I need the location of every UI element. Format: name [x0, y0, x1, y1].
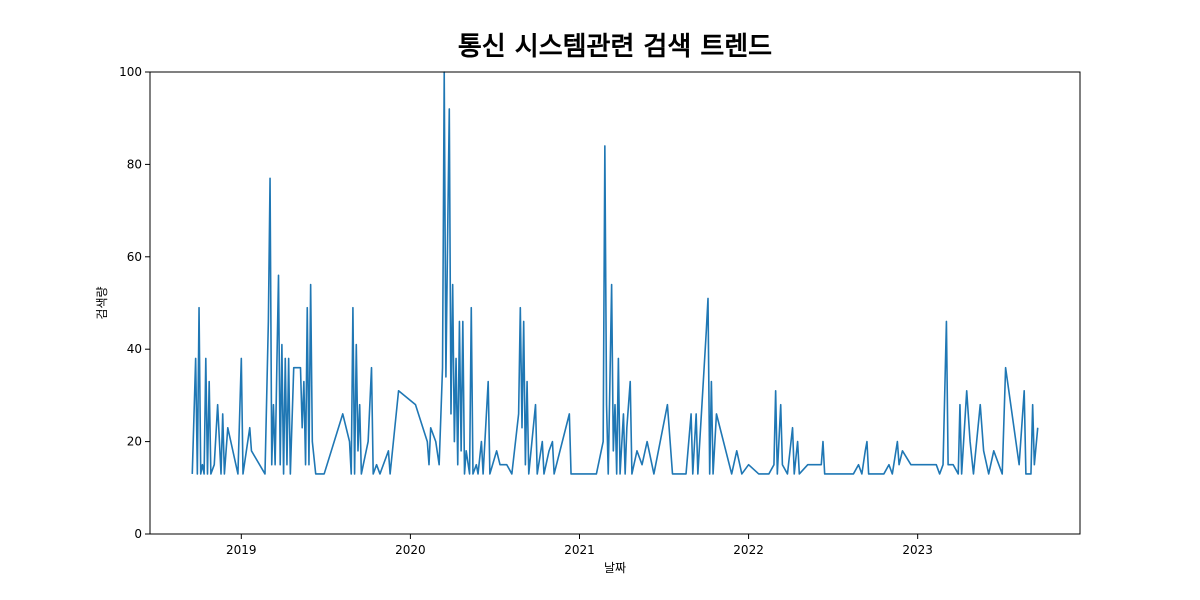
y-tick-label: 80	[127, 157, 142, 171]
data-line	[191, 71, 1039, 475]
x-tick-label: 2022	[733, 543, 764, 557]
x-tick-label: 2019	[226, 543, 257, 557]
x-tick-label: 2021	[564, 543, 595, 557]
y-tick-label: 100	[119, 65, 142, 79]
y-tick-label: 0	[134, 527, 142, 541]
y-tick-label: 20	[127, 435, 142, 449]
x-tick-label: 2020	[395, 543, 426, 557]
plot-frame	[149, 71, 1081, 535]
y-axis-label: 검색량	[95, 286, 109, 319]
chart-title: 통신 시스템관련 검색 트렌드	[458, 32, 772, 62]
y-tick-label: 40	[127, 342, 142, 356]
y-tick-label: 60	[127, 250, 142, 264]
x-axis-label: 날짜	[604, 561, 626, 575]
x-tick-label: 2023	[902, 543, 933, 557]
